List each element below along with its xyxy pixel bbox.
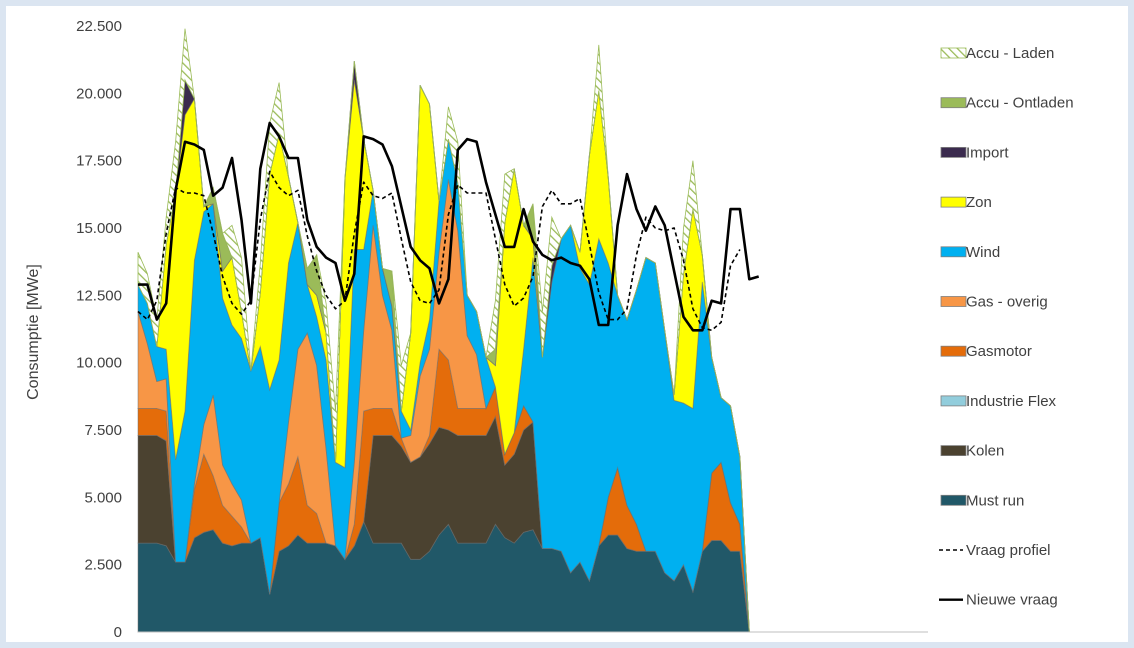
y-tick-label: 0 <box>114 624 122 641</box>
legend-swatch <box>940 246 967 258</box>
legend-label: Gasmotor <box>966 343 1032 360</box>
legend-label: Vraag profiel <box>966 542 1051 559</box>
y-tick-label: 20.000 <box>76 85 122 102</box>
y-tick-label: 22.500 <box>76 18 122 35</box>
y-tick-label: 17.500 <box>76 153 122 170</box>
area-series-group <box>137 28 928 633</box>
legend-swatch <box>940 47 967 59</box>
y-tick-label: 7.500 <box>84 422 122 439</box>
legend-item-accu-laden: Accu - Laden <box>940 45 1054 62</box>
legend-item-must-run: Must run <box>940 492 1024 509</box>
legend-label: Must run <box>966 492 1024 509</box>
legend-item-gas-overig: Gas - overig <box>940 294 1048 311</box>
stacked-area-chart: 0 2.500 5.000 7.500 10.000 12.500 15.000 17.500… <box>25 18 1074 641</box>
legend-item-vraag-profiel: Vraag profiel <box>939 542 1051 559</box>
legend-item-accu-ontladen: Accu - Ontladen <box>940 95 1074 112</box>
legend-label: Import <box>966 144 1009 161</box>
legend-item-wind: Wind <box>940 244 1000 261</box>
line-nieuwe-vraag <box>138 121 760 332</box>
legend-swatch <box>940 445 967 457</box>
legend-label: Industrie Flex <box>966 393 1057 410</box>
legend-label: Zon <box>966 194 992 211</box>
legend-item-zon: Zon <box>940 194 992 211</box>
legend-swatch <box>940 494 967 506</box>
legend-label: Gas - overig <box>966 294 1048 311</box>
legend-swatch <box>940 395 967 407</box>
legend-label: Wind <box>966 244 1000 261</box>
line-vraag-profiel <box>137 170 741 332</box>
y-tick-label: 5.000 <box>84 489 122 506</box>
legend-item-import: Import <box>940 144 1009 161</box>
legend-swatch <box>940 97 967 109</box>
legend: Accu - Laden Accu - Ontladen Import Zon Wind… <box>939 45 1074 609</box>
y-tick-label: 15.000 <box>76 220 122 237</box>
legend-label: Nieuwe vraag <box>966 592 1058 609</box>
y-tick-label: 2.500 <box>84 557 122 574</box>
y-tick-label: 10.000 <box>76 355 122 372</box>
legend-item-nieuwe-vraag: Nieuwe vraag <box>939 592 1058 609</box>
legend-swatch <box>940 296 967 307</box>
legend-swatch <box>940 196 967 208</box>
legend-label: Kolen <box>966 443 1004 460</box>
legend-item-kolen: Kolen <box>940 443 1004 460</box>
y-tick-label: 12.500 <box>76 287 122 304</box>
y-axis: 0 2.500 5.000 7.500 10.000 12.500 15.000 17.500… <box>76 18 928 641</box>
legend-swatch <box>940 146 967 158</box>
legend-label: Accu - Ontladen <box>966 95 1074 112</box>
legend-label: Accu - Laden <box>966 45 1054 62</box>
chart-frame: 0 2.500 5.000 7.500 10.000 12.500 15.000 17.500… <box>6 6 1128 642</box>
legend-swatch <box>940 345 967 357</box>
line-series-group <box>137 121 760 332</box>
legend-item-industrie-flex: Industrie Flex <box>940 393 1057 410</box>
y-axis-label: Consumptie [MWe] <box>25 264 42 400</box>
legend-item-gasmotor: Gasmotor <box>940 343 1032 360</box>
